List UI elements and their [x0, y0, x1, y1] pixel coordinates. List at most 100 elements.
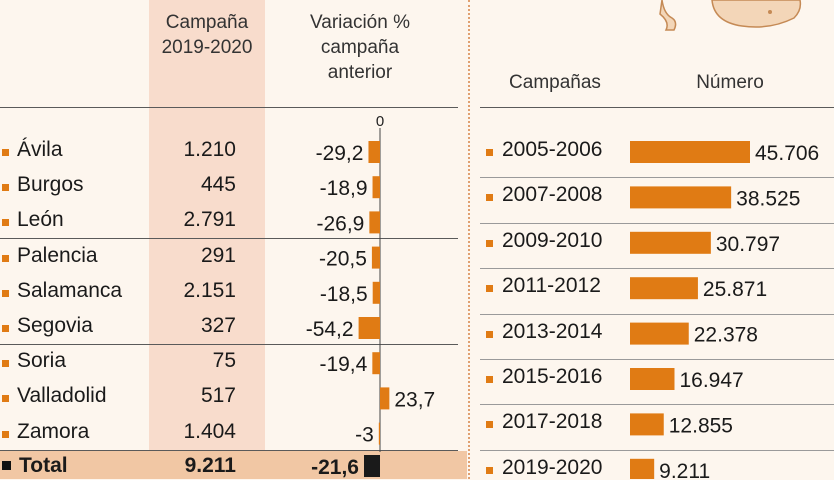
- variation-bar: [358, 317, 380, 339]
- campaign-number-label: 12.855: [669, 414, 733, 437]
- variation-label: -29,2: [316, 142, 364, 165]
- row-bullet: [486, 376, 493, 383]
- campaign-number-label: 45.706: [755, 142, 819, 165]
- number-header: Número: [696, 72, 764, 93]
- campaign-label: 2005-2006: [502, 138, 603, 161]
- total-variation-label: -21,6: [311, 456, 359, 479]
- variation-bar: [380, 387, 390, 410]
- group-separator-2: [0, 344, 458, 345]
- campaign-bar: [630, 368, 675, 390]
- row-bullet: [486, 466, 493, 474]
- campaign-number-label: 22.378: [694, 324, 758, 347]
- province-label: Palencia: [17, 243, 98, 267]
- campaign-row-separator: [480, 177, 834, 179]
- campaign-value: 1.210: [183, 138, 236, 161]
- campaign-label: 2007-2008: [502, 183, 603, 207]
- header-separator-left: [0, 107, 458, 108]
- variation-label: -26,9: [316, 212, 364, 235]
- campaign-label: 2015-2016: [502, 365, 603, 388]
- zero-axis-label: 0: [376, 113, 384, 130]
- variation-bar: [369, 211, 380, 234]
- row-bullet: [2, 149, 9, 156]
- row-bullet: [2, 289, 9, 297]
- total-variation-bar: [364, 455, 380, 477]
- row-bullet: [486, 285, 493, 293]
- campaign-bar: [630, 277, 698, 300]
- row-bullet: [2, 360, 9, 368]
- campaign-value: 1.404: [183, 419, 236, 443]
- variation-bar: [371, 246, 380, 269]
- province-label: Zamora: [17, 419, 90, 443]
- campaign-bar: [630, 231, 711, 254]
- row-bullet: [486, 421, 493, 429]
- province-label: Burgos: [17, 173, 84, 197]
- campaign-value: 2.791: [183, 208, 236, 232]
- campaign-label: 2011-2012: [502, 274, 601, 298]
- variation-label: -18,5: [320, 283, 368, 306]
- row-bullet: [486, 149, 493, 156]
- panel-divider: [468, 0, 470, 479]
- total-value: 9.211: [184, 454, 236, 477]
- province-label: Soria: [17, 349, 67, 373]
- variation-bar: [372, 352, 380, 375]
- header-separator-right: [480, 107, 834, 108]
- total-bullet: [2, 461, 11, 470]
- campaign-label: 2017-2018: [502, 410, 603, 434]
- campaign-value: 327: [200, 314, 236, 337]
- campaign-bar: [630, 413, 664, 436]
- total-label: Total: [19, 454, 68, 477]
- row-bullet: [2, 325, 9, 332]
- row-bullet: [2, 395, 9, 403]
- row-bullet: [2, 254, 9, 262]
- campaign-number-label: 25.871: [703, 278, 767, 301]
- campaign-number-label: 9.211: [659, 460, 710, 479]
- campaign-row-separator: [480, 359, 834, 360]
- campaign-value: 517: [200, 384, 236, 408]
- variation-bar: [372, 281, 380, 304]
- row-bullet: [486, 239, 493, 247]
- campaign-label: 2013-2014: [502, 319, 603, 343]
- campaign-row-separator: [480, 449, 834, 451]
- row-bullet: [2, 219, 9, 227]
- total-row-band: [0, 451, 467, 479]
- campaign-bar: [630, 141, 750, 163]
- variation-column-header: Variación % campaña anterior: [310, 12, 410, 83]
- campaigns-header: Campañas: [509, 72, 601, 93]
- campaign-value: 291: [200, 243, 236, 267]
- variation-bar: [372, 176, 380, 199]
- row-bullet: [2, 184, 9, 192]
- campaign-label: 2019-2020: [502, 455, 603, 479]
- variation-label: -19,4: [319, 353, 367, 376]
- variation-label: -3: [355, 424, 374, 447]
- campaign-bar: [630, 458, 655, 479]
- row-bullet: [486, 330, 493, 338]
- province-label: Segovia: [17, 314, 93, 337]
- campaign-number-label: 16.947: [679, 369, 743, 392]
- campaign-value: 445: [200, 173, 236, 197]
- campaign-column-highlight: [149, 0, 265, 453]
- campaign-label: 2009-2010: [502, 228, 603, 252]
- campaign-row-separator: [480, 313, 834, 315]
- campaign-bar: [630, 322, 689, 345]
- campaign-column-header: Campaña 2019-2020: [161, 12, 253, 58]
- variation-bar: [368, 141, 380, 163]
- total-separator: [0, 450, 458, 451]
- campaign-row-separator: [480, 404, 834, 406]
- group-separator-1: [0, 238, 458, 239]
- variation-label: -18,9: [320, 177, 368, 200]
- campaign-value: 75: [212, 349, 236, 373]
- campaign-row-separator: [480, 268, 834, 270]
- variation-bar: [378, 422, 380, 445]
- campaign-value: 2.151: [183, 278, 236, 302]
- province-label: Salamanca: [17, 278, 123, 302]
- pig-illustration: [659, 0, 802, 31]
- campaign-number-label: 30.797: [716, 233, 780, 256]
- province-label: León: [17, 208, 64, 232]
- campaign-bar: [630, 186, 732, 209]
- variation-label: -20,5: [319, 248, 367, 271]
- row-bullet: [486, 194, 493, 202]
- variation-label: 23,7: [394, 388, 435, 411]
- row-bullet: [2, 430, 9, 438]
- variation-label: -54,2: [306, 318, 354, 341]
- province-label: Valladolid: [17, 384, 107, 408]
